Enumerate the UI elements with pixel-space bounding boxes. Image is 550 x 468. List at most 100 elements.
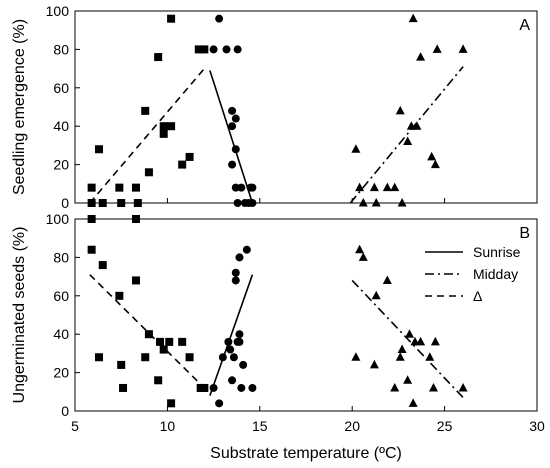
panel-a: 0 20 40 60 80 100 (46, 3, 538, 211)
circle-marker (233, 199, 242, 207)
y-axis-label-b: Ungerminated seeds (%) (11, 227, 28, 404)
circle-marker (235, 253, 244, 262)
circle-marker (231, 183, 240, 192)
circle-marker (228, 122, 237, 131)
y-tick-label: 40 (53, 326, 69, 342)
x-tick-label: 30 (529, 418, 545, 434)
plot-frame (74, 10, 538, 204)
square-marker (131, 276, 140, 285)
square-marker (98, 199, 107, 207)
x-axis-label: Substrate temperature (ºC) (210, 445, 402, 462)
square-marker (178, 337, 187, 346)
circle-marker (237, 183, 246, 192)
circle-marker (248, 199, 257, 207)
plot-frame (74, 218, 538, 412)
y-tick-label: 0 (61, 195, 69, 211)
circle-marker (228, 106, 237, 115)
y-axis-label-a: Seedling emergence (%) (11, 19, 28, 195)
circle-marker (239, 360, 248, 369)
square-marker (159, 122, 168, 131)
square-marker (87, 199, 96, 207)
y-tick-label: 40 (53, 118, 69, 134)
triangle-marker (355, 244, 365, 254)
square-marker (178, 160, 187, 169)
circle-marker (215, 399, 224, 408)
square-marker (133, 199, 142, 207)
panel-b: 0 20 40 60 80 100 5 10 15 20 25 30 (46, 211, 545, 434)
triangle-marker (430, 159, 440, 169)
triangle-marker (408, 398, 418, 407)
triangle-marker (390, 382, 400, 392)
circle-marker (231, 268, 240, 277)
circle-marker (242, 245, 251, 254)
circle-marker (215, 14, 224, 23)
legend-label: Midday (473, 266, 518, 282)
triangle-marker (458, 382, 468, 392)
triangle-marker (369, 182, 379, 192)
triangle-marker (403, 136, 413, 146)
triangle-marker (371, 198, 381, 207)
circle-marker (209, 45, 218, 54)
square-marker (141, 353, 150, 362)
square-marker (154, 53, 163, 62)
square-marker (95, 145, 104, 154)
x-tick-label: 15 (252, 418, 268, 434)
y-tick-label: 20 (53, 365, 69, 381)
circle-marker (235, 337, 244, 346)
panel-letter-b: B (519, 225, 530, 242)
square-marker (131, 215, 140, 223)
circle-marker (226, 345, 235, 354)
circle-marker (237, 383, 246, 392)
square-marker (200, 45, 209, 54)
square-marker (185, 152, 194, 161)
triangle-marker (408, 13, 418, 23)
triangle-marker (395, 105, 405, 115)
circle-marker (224, 337, 233, 346)
square-marker (131, 183, 140, 192)
circle-marker (231, 114, 240, 123)
triangle-marker (427, 151, 437, 161)
square-marker (144, 330, 153, 339)
square-marker (87, 245, 96, 254)
triangle-marker (430, 336, 440, 346)
y-tick-label: 60 (53, 80, 69, 96)
circle-marker (209, 383, 218, 392)
triangle-marker (371, 290, 381, 300)
triangle-marker (404, 329, 414, 338)
x-tick-label: 5 (71, 418, 79, 434)
circle-marker (248, 183, 257, 192)
triangle-marker (382, 275, 392, 284)
circle-marker (218, 353, 227, 362)
circle-marker (231, 276, 240, 285)
y-tick-label: 60 (53, 288, 69, 304)
triangle-marker (351, 352, 361, 361)
x-tick-label: 10 (160, 418, 176, 434)
triangle-marker (358, 198, 368, 207)
fit-line-solid (209, 274, 254, 396)
circle-marker (228, 376, 237, 385)
circle-marker (222, 45, 231, 54)
legend-label: Sunrise (473, 244, 521, 260)
square-marker (165, 337, 174, 346)
triangle-marker (403, 375, 413, 384)
square-marker (156, 337, 165, 346)
square-marker (117, 199, 126, 207)
triangle-marker (358, 252, 368, 261)
y-tick-label: 0 (61, 403, 69, 419)
square-marker (200, 383, 209, 392)
square-marker (194, 45, 203, 54)
square-marker (154, 376, 163, 385)
y-tick-label: 20 (53, 157, 69, 173)
triangle-marker (425, 352, 435, 361)
fit-line-dash-dot (351, 279, 464, 399)
square-marker (167, 399, 176, 408)
square-marker (167, 14, 176, 23)
triangle-marker (382, 182, 392, 192)
circle-marker (228, 160, 237, 169)
y-tick-label: 80 (53, 249, 69, 265)
fit-line-dashed (89, 274, 205, 389)
circle-marker (248, 383, 257, 392)
square-marker (185, 353, 194, 362)
triangle-marker (432, 44, 442, 53)
